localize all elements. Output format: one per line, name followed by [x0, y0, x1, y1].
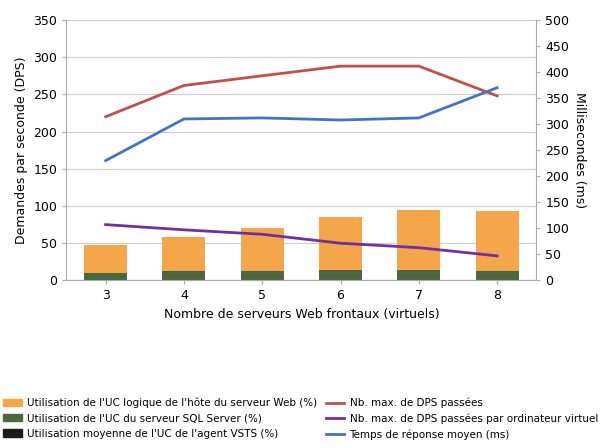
Bar	[397, 211, 441, 280]
Bar	[84, 246, 127, 280]
Y-axis label: Demandes par seconde (DPS): Demandes par seconde (DPS)	[15, 56, 28, 244]
Y-axis label: Millisecondes (ms): Millisecondes (ms)	[573, 92, 586, 208]
Bar	[475, 271, 519, 280]
Bar	[162, 237, 206, 280]
Bar	[475, 211, 519, 280]
Bar	[84, 273, 127, 280]
Bar	[319, 217, 362, 280]
Bar	[319, 270, 362, 280]
Bar	[162, 271, 206, 280]
X-axis label: Nombre de serveurs Web frontaux (virtuels): Nombre de serveurs Web frontaux (virtuel…	[163, 308, 439, 321]
Bar	[397, 270, 441, 280]
Bar	[240, 271, 284, 280]
Legend: Utilisation de l'UC logique de l'hôte du serveur Web (%), Utilisation de l'UC du: Utilisation de l'UC logique de l'hôte du…	[0, 395, 601, 443]
Bar	[240, 228, 284, 280]
